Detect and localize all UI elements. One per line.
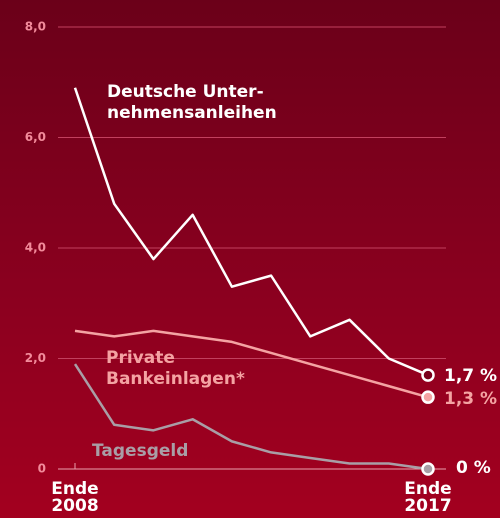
- y-tick-label: 0: [38, 462, 46, 476]
- x-tick-label: Ende 2008: [51, 479, 99, 516]
- y-tick-label: 2,0: [25, 351, 46, 365]
- value-label: 0 %: [456, 458, 491, 478]
- line: [74, 329, 429, 399]
- line: [73, 87, 429, 377]
- value-label: 1,3 %: [444, 389, 498, 409]
- series-label: Deutsche Unter- nehmensanleihen: [107, 82, 277, 123]
- end-marker: [421, 462, 435, 476]
- y-tick-label: 8,0: [25, 20, 46, 34]
- series-label: Tagesgeld: [92, 441, 189, 461]
- end-marker: [421, 390, 435, 404]
- value-label: 1,7 %: [444, 366, 498, 386]
- y-tick-label: 4,0: [25, 241, 46, 255]
- line: [73, 363, 429, 471]
- y-tick-label: 6,0: [25, 130, 46, 144]
- series-label: Private Bankeinlagen*: [106, 348, 245, 389]
- end-marker: [421, 368, 435, 382]
- x-tick-label: Ende 2017: [404, 479, 452, 516]
